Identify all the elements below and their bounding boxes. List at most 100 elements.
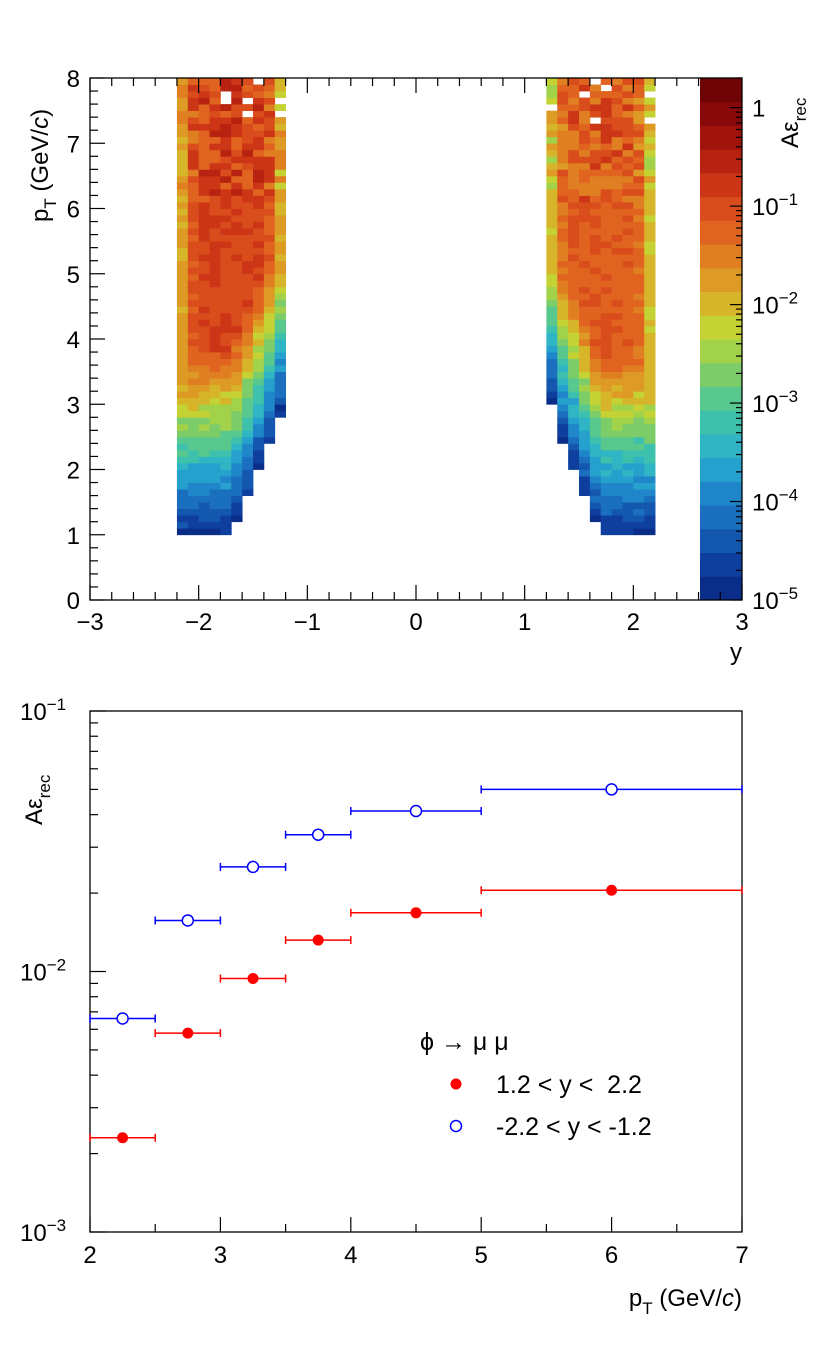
heatmap-cell — [231, 221, 243, 229]
heatmap-cell — [600, 325, 612, 333]
heatmap-cell — [622, 260, 634, 268]
heatmap-cell — [220, 449, 232, 457]
heatmap-cell — [263, 397, 276, 405]
heatmap-cell — [209, 149, 221, 157]
heatmap-cell — [568, 339, 580, 346]
heatmap-cell — [209, 254, 221, 262]
heatmap-cell — [557, 417, 569, 425]
heatmap-cell — [187, 495, 200, 503]
heatmap-cell — [274, 195, 286, 203]
heatmap-cell — [589, 273, 602, 281]
heatmap-cell — [176, 280, 189, 288]
heatmap-cell — [231, 208, 243, 216]
heatmap-cell — [600, 156, 612, 164]
heatmap-cell — [622, 332, 634, 340]
heatmap-cell — [242, 215, 254, 222]
heatmap-cell — [242, 208, 254, 216]
heatmap-cell — [263, 136, 276, 144]
heatmap-cell — [611, 489, 623, 496]
heatmap-cell — [557, 201, 569, 209]
heatmap-cell — [209, 241, 221, 249]
heatmap-cell — [644, 123, 656, 131]
heatmap-cell — [198, 371, 210, 379]
heatmap-cell — [187, 358, 200, 366]
heatmap-cell — [242, 188, 254, 196]
heatmap-cell — [644, 339, 656, 346]
heatmap-cell — [589, 123, 602, 131]
heatmap-cell — [209, 306, 221, 314]
heatmap-cell — [198, 208, 210, 216]
colorbar-segment — [700, 552, 742, 577]
heatmap-cell — [611, 117, 623, 125]
heatmap-cell — [579, 352, 591, 359]
heatmap-cell — [176, 228, 189, 235]
heatmap-cell — [579, 423, 591, 431]
heatmap-cell — [622, 325, 634, 333]
heatmap-cell — [579, 462, 591, 470]
heatmap-cell — [198, 430, 210, 438]
heatmap-cell — [231, 104, 243, 112]
heatmap-cell — [220, 430, 232, 438]
heatmap-cell — [633, 247, 645, 255]
heatmap-cell — [600, 462, 612, 470]
heatmap-cell — [557, 208, 569, 216]
heatmap-cell — [589, 443, 602, 451]
heatmap-cell — [589, 384, 602, 392]
heatmap-cell — [253, 267, 265, 275]
heatmap-cell — [633, 286, 645, 294]
heatmap-cell — [633, 404, 645, 412]
heatmap-cell — [176, 469, 189, 477]
heatmap-cell — [209, 280, 221, 288]
heatmap-cell — [242, 404, 254, 412]
heatmap-cell — [633, 143, 645, 151]
heatmap-cell — [557, 332, 569, 340]
heatmap-cell — [220, 267, 232, 275]
heatmap-cell — [600, 521, 612, 529]
heatmap-cell — [253, 241, 265, 249]
heatmap-cell — [633, 208, 645, 216]
heatmap-cell — [568, 384, 580, 392]
heatmap-cell — [253, 188, 265, 196]
heatmap-cell — [220, 149, 232, 157]
heatmap-cell — [263, 201, 276, 209]
colorbar-segment — [700, 457, 742, 482]
heatmap-cell — [220, 469, 232, 477]
heatmap-cell — [263, 352, 276, 359]
heatmap-cell — [546, 221, 558, 229]
heatmap-cell — [176, 84, 189, 92]
heatmap-cell — [242, 91, 254, 98]
heatmap-cell — [579, 169, 591, 177]
heatmap-y-tick-label: 2 — [67, 458, 80, 485]
heatmap-cell — [242, 430, 254, 438]
heatmap-cell — [187, 476, 200, 483]
heatmap-cell — [589, 84, 602, 92]
scatter-x-tick-label: 5 — [475, 1242, 488, 1269]
heatmap-cell — [253, 254, 265, 262]
heatmap-cell — [622, 267, 634, 275]
heatmap-cell — [579, 97, 591, 105]
heatmap-x-axis-label: y — [730, 639, 742, 666]
heatmap-cell — [546, 156, 558, 164]
heatmap-cell — [176, 286, 189, 294]
heatmap-cell — [622, 352, 634, 359]
heatmap-cell — [198, 521, 210, 529]
heatmap-cell — [242, 280, 254, 288]
heatmap-cell — [546, 215, 558, 222]
heatmap-cell — [220, 325, 232, 333]
heatmap-cell — [568, 195, 580, 203]
heatmap-cell — [633, 273, 645, 281]
heatmap-cell — [176, 476, 189, 483]
heatmap-cell — [176, 175, 189, 183]
colorbar-segment — [700, 362, 742, 387]
heatmap-cell — [611, 84, 623, 92]
heatmap-cell — [568, 378, 580, 386]
heatmap-cell — [600, 97, 612, 105]
heatmap-cell — [231, 175, 243, 183]
heatmap-cell — [176, 371, 189, 379]
heatmap-cell — [568, 117, 580, 125]
heatmap-cell — [187, 423, 200, 431]
heatmap-cell — [644, 293, 656, 301]
heatmap-cell — [187, 143, 200, 151]
heatmap-cell — [274, 162, 286, 170]
heatmap-cell — [209, 247, 221, 255]
